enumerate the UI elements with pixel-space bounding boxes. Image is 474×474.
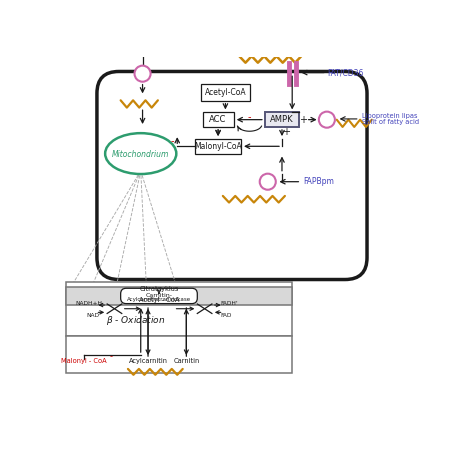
Text: +: + (282, 128, 290, 137)
FancyBboxPatch shape (121, 288, 197, 304)
Text: FAD: FAD (221, 313, 232, 318)
Text: -: - (171, 136, 174, 146)
FancyBboxPatch shape (201, 84, 250, 100)
Text: $\beta$ - Oxidation: $\beta$ - Oxidation (106, 314, 165, 327)
Text: Lipoprotein lipas: Lipoprotein lipas (362, 113, 417, 119)
FancyBboxPatch shape (195, 139, 241, 154)
Text: FADH': FADH' (220, 301, 238, 306)
Text: NADH+H: NADH+H (75, 301, 102, 306)
FancyBboxPatch shape (265, 112, 300, 127)
FancyBboxPatch shape (66, 336, 292, 373)
Text: NAD: NAD (86, 313, 99, 318)
Text: FAPBpm: FAPBpm (303, 177, 334, 186)
Text: Acetyl - CoA: Acetyl - CoA (139, 297, 179, 302)
Ellipse shape (105, 133, 176, 174)
Text: -: - (248, 112, 251, 122)
Circle shape (260, 173, 276, 190)
Text: Citratzyklus: Citratzyklus (139, 286, 179, 292)
Text: +: + (299, 115, 307, 125)
Text: Mitochondrium: Mitochondrium (112, 150, 169, 159)
Text: ACC: ACC (210, 115, 227, 124)
Circle shape (135, 65, 151, 82)
Text: FAT/CD36: FAT/CD36 (327, 68, 363, 77)
Text: Acylcarnitintranslokase: Acylcarnitintranslokase (127, 298, 191, 302)
Text: Acetyl-CoA: Acetyl-CoA (205, 88, 246, 97)
Text: AMPK: AMPK (270, 115, 294, 124)
FancyBboxPatch shape (66, 282, 292, 336)
FancyBboxPatch shape (66, 287, 292, 305)
Text: Malonyl-CoA: Malonyl-CoA (194, 142, 242, 151)
Text: Carnitin-: Carnitin- (146, 293, 173, 298)
FancyBboxPatch shape (203, 112, 234, 127)
Text: Acylcarnitin: Acylcarnitin (128, 358, 167, 365)
Text: Split of fatty acid: Split of fatty acid (362, 119, 419, 125)
Text: -: - (110, 352, 113, 361)
Text: Malonyl - CoA: Malonyl - CoA (61, 358, 107, 365)
Circle shape (319, 112, 335, 128)
Text: Carnitin: Carnitin (173, 358, 200, 365)
FancyBboxPatch shape (97, 72, 367, 280)
